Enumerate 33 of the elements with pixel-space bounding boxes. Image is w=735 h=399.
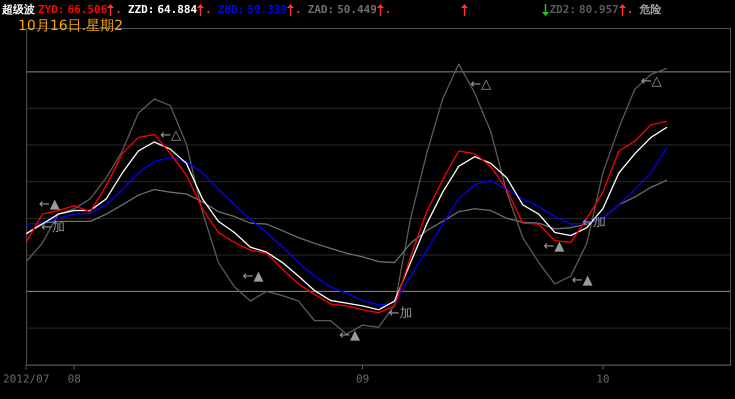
text: 80.957 (579, 3, 619, 16)
annotation: ←△ (470, 76, 492, 92)
text: . (115, 3, 122, 16)
text: 危险 (639, 2, 662, 17)
text: 66.506 (68, 3, 108, 16)
annotation: ←加 (388, 306, 412, 322)
text: ZAD: (308, 3, 334, 16)
annotation: ←▲ (242, 268, 264, 284)
annotation: ←加 (582, 215, 606, 230)
text: . (384, 3, 392, 16)
text: . (205, 3, 212, 16)
x-tick-label: 10 (596, 372, 610, 386)
text: 64.884 (157, 3, 198, 16)
annotation: ←△ (160, 128, 181, 144)
chart-title: 超级波 (2, 2, 35, 17)
text: ZZD: (128, 3, 154, 16)
text: 50.449 (337, 3, 377, 16)
annotation: ←加 (40, 220, 65, 236)
annotation: ←▲ (572, 273, 593, 288)
annotation: ←▲ (339, 328, 360, 344)
annotation: ←▲ (38, 197, 60, 212)
text: . (626, 3, 634, 16)
x-tick-label: 2012/07 (3, 372, 50, 386)
text: ZD2: (550, 3, 576, 16)
x-tick-label: 08 (68, 372, 81, 386)
text: ZBD: (218, 3, 244, 16)
chart-subtitle: 10月16日.星期2 (18, 17, 123, 35)
annotation: ←▲ (544, 239, 564, 254)
text: 59.339 (247, 3, 287, 16)
annotation: ←△ (640, 74, 662, 89)
text: . (295, 3, 302, 16)
x-tick-label: 09 (356, 372, 370, 386)
text: ZYD: (38, 3, 64, 16)
